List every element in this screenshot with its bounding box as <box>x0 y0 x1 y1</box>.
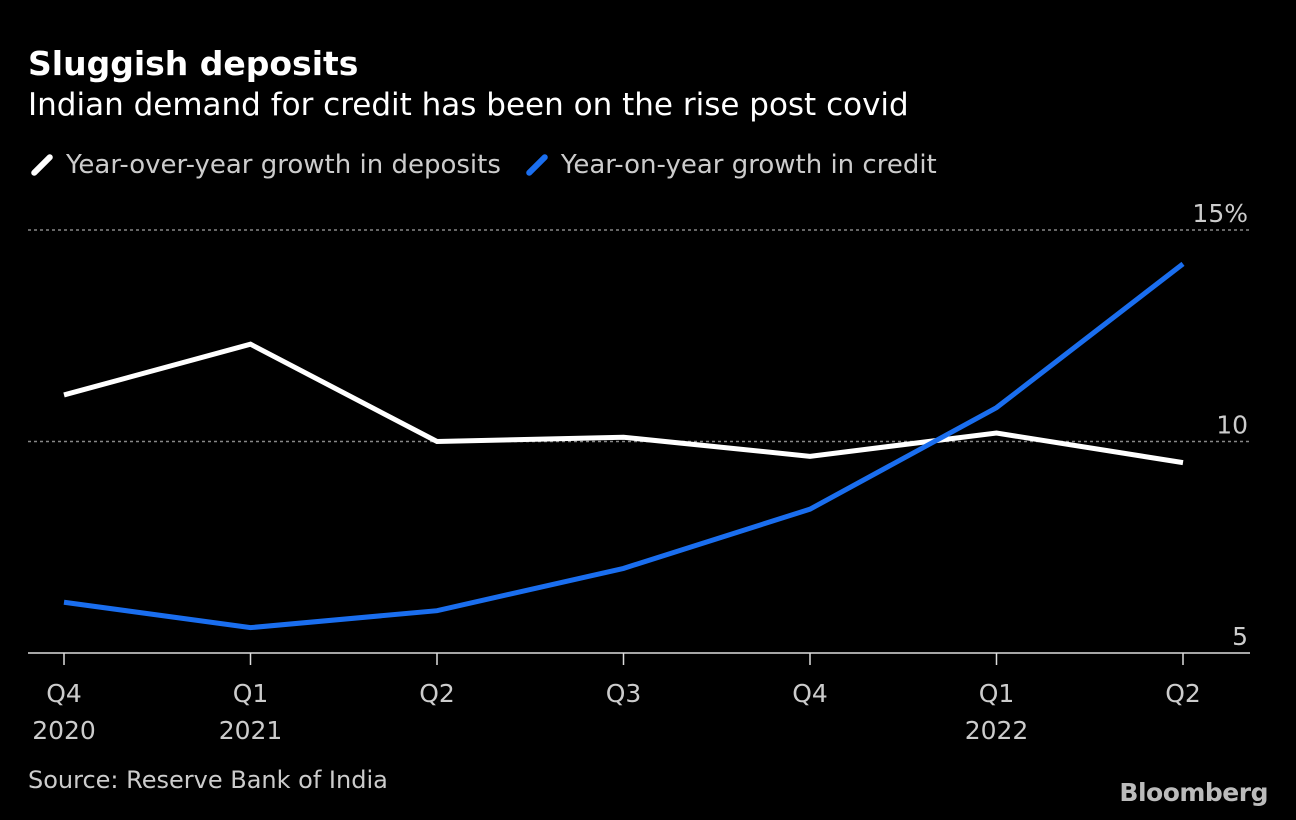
x-tick-label: Q1 <box>233 679 269 708</box>
x-tick-label: Q2 <box>1165 679 1201 708</box>
legend-item-credit: Year-on-year growth in credit <box>523 150 937 180</box>
x-tick-label: Q4 <box>46 679 82 708</box>
x-tick-year-label: 2022 <box>965 716 1029 745</box>
series-line-credit <box>63 261 1185 631</box>
legend-label: Year-on-year growth in credit <box>560 150 937 180</box>
x-tick-label: Q3 <box>606 679 642 708</box>
legend: Year-over-year growth in deposits Year-o… <box>28 150 959 180</box>
x-tick-year-label: 2021 <box>219 716 283 745</box>
series-line-deposits <box>63 341 1184 466</box>
y-tick-label: 10 <box>1216 411 1248 440</box>
legend-item-deposits: Year-over-year growth in deposits <box>28 150 501 180</box>
bloomberg-logo: Bloomberg <box>1119 778 1268 807</box>
x-tick-label: Q2 <box>419 679 455 708</box>
y-tick-label: 5 <box>1232 622 1248 651</box>
legend-label: Year-over-year growth in deposits <box>66 150 501 180</box>
source-note: Source: Reserve Bank of India <box>28 766 388 794</box>
chart-subtitle: Indian demand for credit has been on the… <box>28 87 909 123</box>
x-tick-year-label: 2020 <box>32 716 96 745</box>
x-tick-label: Q1 <box>979 679 1015 708</box>
y-tick-label: 15% <box>1192 199 1248 228</box>
chart-title: Sluggish deposits <box>28 44 359 83</box>
x-tick-label: Q4 <box>792 679 828 708</box>
